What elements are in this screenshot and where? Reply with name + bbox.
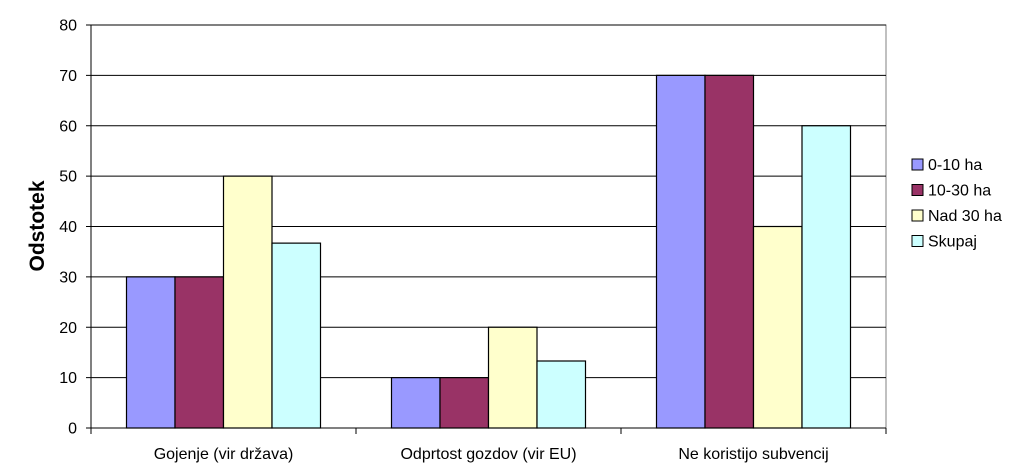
x-category-labels: Gojenje (vir država) Odprtost gozdov (vir… xyxy=(154,446,829,463)
bar xyxy=(536,360,587,429)
legend-swatch xyxy=(911,209,924,222)
bar xyxy=(752,225,803,429)
bar xyxy=(174,276,225,429)
bar xyxy=(222,175,273,429)
y-tick-label: 60 xyxy=(59,118,77,135)
bar xyxy=(271,242,322,429)
y-tick-label: 80 xyxy=(59,18,77,35)
bar xyxy=(801,125,852,429)
bar xyxy=(390,377,441,429)
y-tick-label: 20 xyxy=(59,320,77,337)
legend-label: 10-30 ha xyxy=(928,183,991,200)
bar xyxy=(487,326,538,429)
axes xyxy=(86,24,887,434)
y-axis-label: Odstotek xyxy=(26,180,49,271)
bar xyxy=(704,74,755,429)
y-tick-label: 40 xyxy=(59,219,77,236)
y-tick-label: 70 xyxy=(59,68,77,85)
y-tick-label: 50 xyxy=(59,169,77,186)
legend-label: Nad 30 ha xyxy=(928,208,1002,225)
legend-label: 0-10 ha xyxy=(928,157,982,174)
bar xyxy=(125,276,176,429)
legend-label: Skupaj xyxy=(928,234,977,251)
legend: 0-10 ha 10-30 ha Nad 30 ha Skupaj xyxy=(911,157,1002,251)
y-tick-label: 30 xyxy=(59,269,77,286)
bar xyxy=(439,377,490,429)
bars xyxy=(125,74,852,429)
y-tick-labels: 0 10 20 30 40 50 60 70 80 xyxy=(59,18,77,438)
legend-swatch xyxy=(911,158,924,171)
x-category-label: Odprtost gozdov (vir EU) xyxy=(400,446,576,463)
x-category-label: Ne koristijo subvencij xyxy=(678,446,828,463)
y-tick-label: 0 xyxy=(68,421,77,438)
y-tick-label: 10 xyxy=(59,370,77,387)
legend-swatch xyxy=(911,235,924,247)
legend-swatch xyxy=(911,184,924,196)
x-category-label: Gojenje (vir država) xyxy=(154,446,294,463)
bar xyxy=(655,74,706,429)
